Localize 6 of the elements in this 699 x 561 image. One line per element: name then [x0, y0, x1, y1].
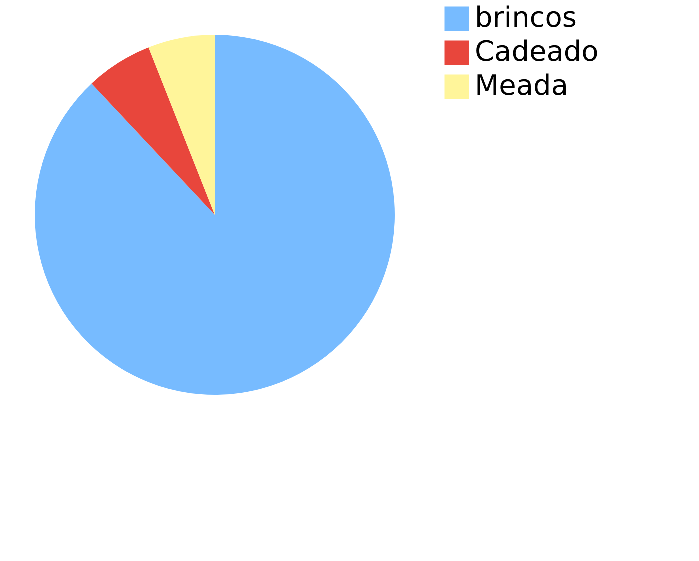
- pie-slice: [35, 35, 395, 395]
- pie-slice: [92, 48, 215, 215]
- pie-slice: [148, 35, 215, 215]
- legend-label: Cadeado: [475, 35, 599, 68]
- legend-label: brincos: [475, 1, 577, 34]
- legend-label: Meada: [475, 69, 568, 102]
